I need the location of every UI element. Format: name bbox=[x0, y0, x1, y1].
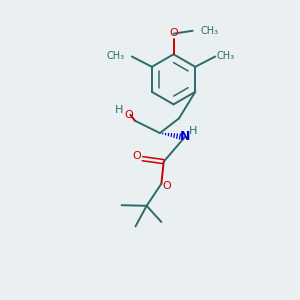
Text: CH₃: CH₃ bbox=[106, 51, 124, 61]
Text: H: H bbox=[116, 104, 124, 115]
Text: CH₃: CH₃ bbox=[217, 51, 235, 61]
Text: H: H bbox=[189, 126, 197, 136]
Text: CH₃: CH₃ bbox=[201, 26, 219, 36]
Text: O: O bbox=[162, 181, 171, 191]
Text: O: O bbox=[133, 151, 142, 161]
Text: O: O bbox=[169, 28, 178, 38]
Text: N: N bbox=[180, 130, 190, 142]
Text: O: O bbox=[124, 110, 133, 120]
